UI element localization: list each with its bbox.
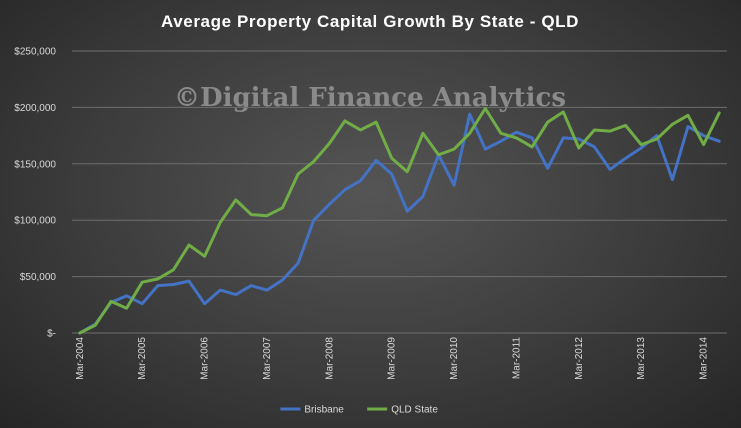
legend: Brisbane QLD State: [280, 405, 438, 416]
y-tick-label: $50,000: [20, 272, 57, 283]
x-tick-label: Mar-2008: [324, 337, 335, 380]
y-tick-label: $200,000: [14, 103, 56, 114]
y-tick-label: $100,000: [14, 216, 56, 227]
x-tick-label: Mar-2014: [699, 337, 710, 380]
x-tick-label: Mar-2007: [262, 337, 273, 380]
legend-label-brisbane: Brisbane: [304, 405, 344, 416]
x-tick-label: Mar-2009: [387, 337, 398, 380]
x-tick-label: Mar-2010: [449, 337, 460, 380]
watermark-text: ©Digital Finance Analytics: [174, 83, 566, 113]
y-tick-label: $-: [47, 329, 56, 340]
chart-title: Average Property Capital Growth By State…: [161, 12, 579, 31]
series-lines: [78, 107, 721, 335]
x-tick-label: Mar-2004: [75, 337, 86, 380]
y-tick-label: $150,000: [14, 159, 56, 170]
x-tick-label: Mar-2011: [511, 337, 522, 379]
x-tick-label: Mar-2013: [636, 337, 647, 380]
series-line-brisbane: [78, 112, 721, 335]
y-tick-label: $250,000: [14, 47, 56, 58]
legend-label-qld-state: QLD State: [391, 405, 438, 416]
y-axis-ticks: $- $50,000 $100,000 $150,000 $200,000 $250,00…: [14, 47, 56, 340]
x-tick-label: Mar-2005: [137, 337, 148, 380]
x-tick-label: Mar-2006: [200, 337, 211, 380]
gridlines: [72, 50, 727, 334]
x-tick-label: Mar-2012: [574, 337, 585, 380]
x-axis-ticks: Mar-2004 Mar-2005 Mar-2006 Mar-2007 Mar-2008…: [75, 337, 710, 380]
series-line-qld-state: [78, 107, 721, 335]
